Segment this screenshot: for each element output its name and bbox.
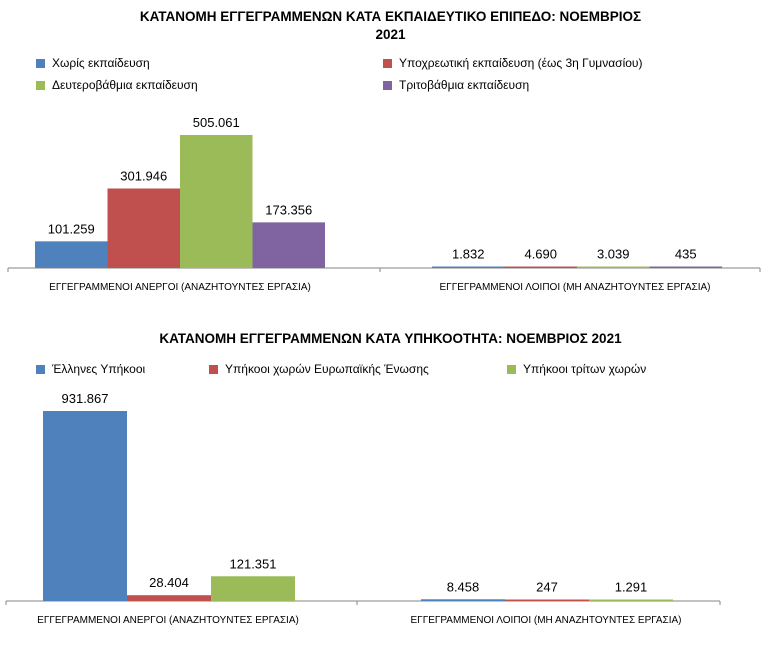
data-label: 121.351 bbox=[230, 556, 277, 571]
x-tick-label: ΕΓΓΕΓΡΑΜΜΕΝΟΙ ΛΟΙΠΟΙ (ΜΗ ΑΝΑΖΗΤΟΥΝΤΕΣ ΕΡ… bbox=[411, 615, 682, 626]
legend-item: Έλληνες Υπήκοοι bbox=[36, 362, 145, 376]
legend-swatch bbox=[383, 58, 392, 68]
x-tick-label: ΕΓΓΕΓΡΑΜΜΕΝΟΙ ΑΝΕΡΓΟΙ (ΑΝΑΖΗΤΟΥΝΤΕΣ ΕΡΓΑ… bbox=[37, 615, 299, 626]
bar bbox=[252, 222, 325, 268]
bar bbox=[43, 411, 127, 601]
legend-item: Χωρίς εκπαίδευση bbox=[36, 56, 150, 70]
legend-item: Υποχρεωτική εκπαίδευση (έως 3η Γυμνασίου… bbox=[383, 56, 642, 70]
legend-swatch bbox=[209, 364, 218, 374]
data-label: 301.946 bbox=[120, 168, 167, 183]
bar bbox=[649, 266, 722, 268]
legend-label: Έλληνες Υπήκοοι bbox=[52, 362, 146, 376]
chart-title-line-1: ΚΑΤΑΝΟΜΗ ΕΓΓΕΓΡΑΜΜΕΝΩΝ ΚΑΤΑ ΥΠΗΚΟΟΤΗΤΑ: … bbox=[159, 331, 622, 346]
chart-title: ΚΑΤΑΝΟΜΗ ΕΓΓΕΓΡΑΜΜΕΝΩΝ ΚΑΤΑ ΥΠΗΚΟΟΤΗΤΑ: … bbox=[0, 330, 781, 348]
chart-plot-area: 931.867 28.404 121.351 ΕΓΓΕΓΡΑΜΜΕΝΟΙ ΑΝΕΡΓΟ… bbox=[5, 391, 721, 626]
legend-item: Τριτοβάθμια εκπαίδευση bbox=[383, 78, 529, 92]
legend-swatch bbox=[36, 58, 45, 68]
data-label: 3.039 bbox=[597, 247, 630, 262]
data-label: 8.458 bbox=[447, 579, 480, 594]
legend-label: Τριτοβάθμια εκπαίδευση bbox=[399, 78, 530, 92]
legend-label: Χωρίς εκπαίδευση bbox=[52, 56, 150, 70]
legend-label: Υποχρεωτική εκπαίδευση (έως 3η Γυμνασίου… bbox=[399, 56, 643, 70]
bar bbox=[421, 599, 505, 601]
legend-swatch bbox=[507, 364, 516, 374]
education-level-chart: ΚΑΤΑΝΟΜΗ ΕΓΓΕΓΡΑΜΜΕΝΩΝ ΚΑΤΑ ΕΚΠΑΙΔΕΥΤΙΚΟ… bbox=[0, 0, 781, 305]
data-label: 435 bbox=[675, 247, 697, 262]
x-tick-label: ΕΓΓΕΓΡΑΜΜΕΝΟΙ ΛΟΙΠΟΙ (ΜΗ ΑΝΑΖΗΤΟΥΝΤΕΣ ΕΡ… bbox=[440, 282, 711, 293]
citizenship-chart: ΚΑΤΑΝΟΜΗ ΕΓΓΕΓΡΑΜΜΕΝΩΝ ΚΑΤΑ ΥΠΗΚΟΟΤΗΤΑ: … bbox=[0, 320, 781, 653]
data-label: 173.356 bbox=[265, 202, 312, 217]
legend-swatch bbox=[36, 80, 45, 90]
legend-item: Υπήκοοι τρίτων χωρών bbox=[507, 362, 646, 376]
data-label: 247 bbox=[536, 580, 558, 595]
bar bbox=[180, 135, 253, 268]
legend-label: Υπήκοοι χωρών Ευρωπαϊκής Ένωσης bbox=[225, 362, 429, 376]
data-label: 101.259 bbox=[48, 221, 95, 236]
chart-title-line-1: ΚΑΤΑΝΟΜΗ ΕΓΓΕΓΡΑΜΜΕΝΩΝ ΚΑΤΑ ΕΚΠΑΙΔΕΥΤΙΚΟ… bbox=[139, 9, 642, 24]
bar bbox=[432, 266, 505, 268]
legend-label: Υπήκοοι τρίτων χωρών bbox=[523, 362, 647, 376]
bar bbox=[35, 241, 108, 268]
bar bbox=[504, 266, 577, 268]
bar bbox=[505, 599, 589, 601]
bar bbox=[589, 599, 673, 601]
legend-item: Δευτεροβάθμια εκπαίδευση bbox=[36, 78, 198, 92]
data-label: 28.404 bbox=[149, 575, 189, 590]
chart-title: ΚΑΤΑΝΟΜΗ ΕΓΓΕΓΡΑΜΜΕΝΩΝ ΚΑΤΑ ΕΚΠΑΙΔΕΥΤΙΚΟ… bbox=[0, 8, 781, 44]
x-tick-label: ΕΓΓΕΓΡΑΜΜΕΝΟΙ ΑΝΕΡΓΟΙ (ΑΝΑΖΗΤΟΥΝΤΕΣ ΕΡΓΑ… bbox=[49, 282, 311, 293]
data-label: 1.832 bbox=[452, 247, 485, 262]
legend-label: Δευτεροβάθμια εκπαίδευση bbox=[52, 78, 198, 92]
bar bbox=[211, 576, 295, 601]
data-label: 931.867 bbox=[62, 391, 109, 406]
legend-item: Υπήκοοι χωρών Ευρωπαϊκής Ένωσης bbox=[209, 362, 429, 376]
data-label: 4.690 bbox=[524, 247, 557, 262]
bar bbox=[127, 595, 211, 601]
legend-swatch bbox=[36, 364, 45, 374]
legend-swatch bbox=[383, 80, 392, 90]
bar bbox=[107, 188, 180, 268]
data-label: 1.291 bbox=[615, 580, 648, 595]
chart-title-line-2: 2021 bbox=[375, 27, 406, 42]
chart-plot-area: 101.259 301.946 505.061 173.356 ΕΓΓΕΓΡΑΜΜΕΝΟ… bbox=[7, 115, 761, 293]
data-label: 505.061 bbox=[193, 115, 240, 130]
bar bbox=[577, 266, 650, 268]
